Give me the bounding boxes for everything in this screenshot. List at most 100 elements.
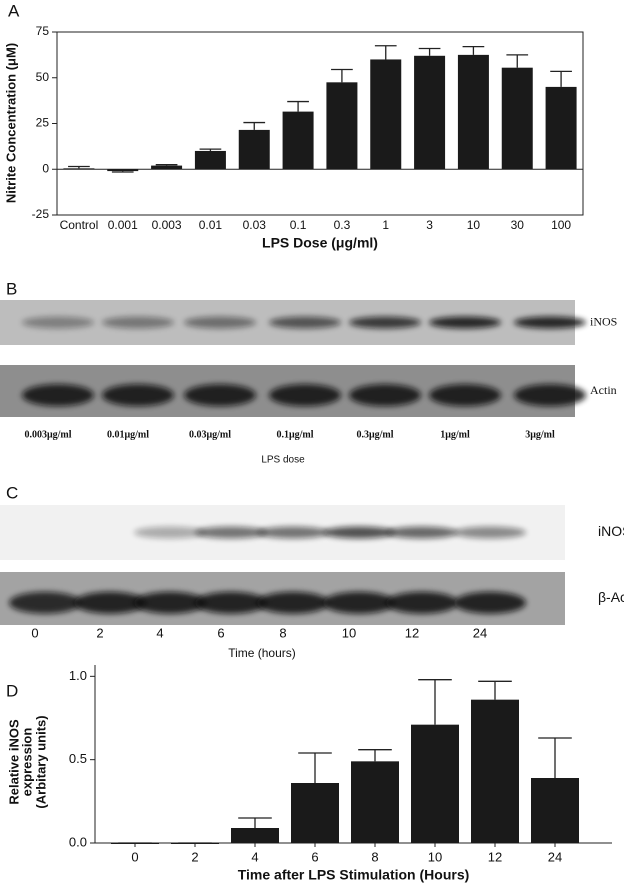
x-tick-label: 0.001 xyxy=(108,218,138,232)
blot-band xyxy=(349,384,421,407)
blot-band xyxy=(269,384,341,407)
error-bar xyxy=(238,817,272,828)
y-tick-label: 25 xyxy=(36,116,50,130)
lane-label: 0.03μg/ml xyxy=(189,429,231,440)
blot-band xyxy=(386,591,458,614)
blot-band xyxy=(349,316,421,329)
x-tick-label: 1 xyxy=(382,218,389,232)
bar xyxy=(457,54,489,170)
bar xyxy=(471,699,519,843)
x-tick-label: 12 xyxy=(488,849,502,864)
y-tick-label: 50 xyxy=(36,70,50,84)
lane-label: 3μg/ml xyxy=(525,429,555,440)
lane-label: 12 xyxy=(405,625,419,640)
blot-band xyxy=(9,591,81,614)
blot-band xyxy=(74,591,146,614)
y-tick-label: 75 xyxy=(36,24,50,38)
y-tick-label: 0 xyxy=(42,161,49,175)
bar xyxy=(291,783,339,843)
blot-band xyxy=(386,526,458,539)
x-axis-label: Time after LPS Stimulation (Hours) xyxy=(238,867,470,883)
error-bar xyxy=(111,171,134,173)
lane-label: 6 xyxy=(217,625,224,640)
blot-band xyxy=(257,591,329,614)
x-tick-label: Control xyxy=(60,218,99,232)
bar xyxy=(351,761,399,843)
bar xyxy=(63,168,95,170)
blot-band xyxy=(195,526,267,539)
blot-band xyxy=(514,316,586,329)
x-tick-label: 3 xyxy=(426,218,433,232)
lane-label: 24 xyxy=(473,625,487,640)
x-tick-label: 0.01 xyxy=(199,218,223,232)
bar xyxy=(326,82,358,170)
row-label: iNOS xyxy=(598,523,624,539)
bar xyxy=(501,67,533,170)
lane-label: 0.1μg/ml xyxy=(276,429,313,440)
x-axis-label: LPS Dose (μg/ml) xyxy=(262,235,378,251)
error-bar xyxy=(287,100,309,112)
error-bar xyxy=(462,45,485,55)
x-tick-label: 6 xyxy=(311,849,318,864)
lane-label: 10 xyxy=(342,625,356,640)
lane-label: 4 xyxy=(156,625,163,640)
error-bar xyxy=(374,45,397,60)
row-label: iNOS xyxy=(590,314,617,328)
x-tick-label: 0.3 xyxy=(334,218,351,232)
blot-band xyxy=(429,316,501,329)
y-axis-label: Relative iNOS xyxy=(6,719,21,805)
blot-band xyxy=(429,384,501,407)
error-bar xyxy=(418,679,452,725)
y-tick-label: 0.0 xyxy=(69,834,87,849)
blot-band xyxy=(514,384,586,407)
panel-letter: C xyxy=(6,483,18,502)
blot-band xyxy=(102,316,174,329)
error-bar xyxy=(199,148,222,151)
panel-letter: A xyxy=(8,1,20,20)
error-bar xyxy=(418,47,441,56)
error-bar xyxy=(68,165,90,169)
y-axis-label: (Arbitary units) xyxy=(33,715,48,808)
row-label: β-Actin xyxy=(598,589,624,605)
error-bar xyxy=(243,121,266,130)
blot-band xyxy=(454,526,526,539)
panel-letter: B xyxy=(6,279,17,298)
blot-band xyxy=(269,316,341,329)
x-tick-label: 30 xyxy=(511,218,525,232)
error-bar xyxy=(155,164,178,166)
blot-band xyxy=(134,526,206,539)
y-tick-label: -25 xyxy=(32,207,50,221)
lane-label: 0.3μg/ml xyxy=(356,429,393,440)
x-tick-label: 100 xyxy=(551,218,571,232)
lane-label: 1μg/ml xyxy=(440,429,470,440)
lane-label: 8 xyxy=(279,625,286,640)
error-bar xyxy=(550,70,572,87)
panel-letter: D xyxy=(6,681,18,700)
x-tick-label: 0 xyxy=(131,849,138,864)
blot-x-label: LPS dose xyxy=(261,455,305,466)
bar xyxy=(411,724,459,843)
x-tick-label: 0.03 xyxy=(243,218,267,232)
x-tick-label: 4 xyxy=(251,849,258,864)
x-tick-label: 10 xyxy=(428,849,442,864)
blot-band xyxy=(323,591,395,614)
blot-band xyxy=(102,384,174,407)
x-tick-label: 8 xyxy=(371,849,378,864)
blot-band xyxy=(134,591,206,614)
bar xyxy=(370,59,402,170)
blot-band xyxy=(184,384,256,407)
bar xyxy=(545,86,577,170)
x-tick-label: 24 xyxy=(548,849,562,864)
x-tick-label: 2 xyxy=(191,849,198,864)
error-bar xyxy=(538,737,572,778)
y-tick-label: 0.5 xyxy=(69,751,87,766)
error-bar xyxy=(358,749,392,762)
y-axis-label: Nitrite Concentration (μM) xyxy=(3,43,18,203)
blot-band xyxy=(22,316,94,329)
lane-label: 0.003μg/ml xyxy=(24,429,71,440)
blot-band xyxy=(323,526,395,539)
bar xyxy=(151,165,183,170)
row-label: Actin xyxy=(590,383,617,397)
blot-band xyxy=(257,526,329,539)
